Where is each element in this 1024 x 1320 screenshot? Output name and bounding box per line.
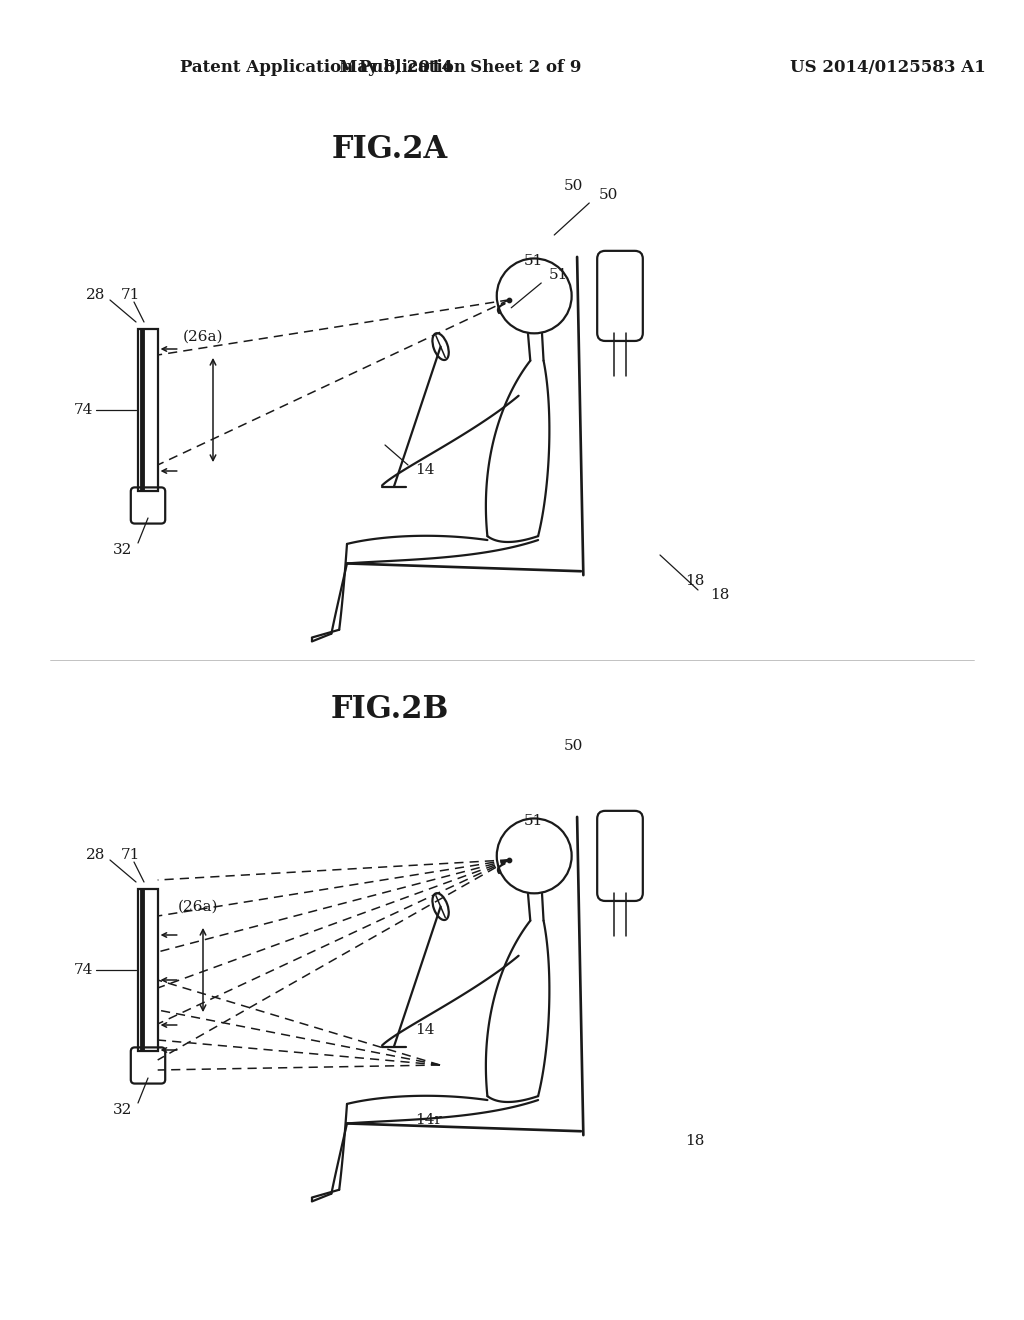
Text: 71: 71 xyxy=(120,847,139,862)
Text: 51: 51 xyxy=(524,814,544,828)
Text: 74: 74 xyxy=(74,403,93,417)
Text: 51: 51 xyxy=(524,253,544,268)
Text: 51: 51 xyxy=(549,268,568,282)
Text: 18: 18 xyxy=(710,587,729,602)
Text: 50: 50 xyxy=(599,187,618,202)
Text: 50: 50 xyxy=(564,180,584,193)
Text: 18: 18 xyxy=(685,1134,705,1148)
Text: 50: 50 xyxy=(564,739,584,752)
Text: 28: 28 xyxy=(86,847,105,862)
Text: 71: 71 xyxy=(120,288,139,302)
Text: (26a): (26a) xyxy=(178,900,218,913)
Text: 74: 74 xyxy=(74,964,93,977)
Text: 28: 28 xyxy=(86,288,105,302)
Text: May 8, 2014   Sheet 2 of 9: May 8, 2014 Sheet 2 of 9 xyxy=(339,59,582,77)
Text: 32: 32 xyxy=(114,543,133,557)
Text: US 2014/0125583 A1: US 2014/0125583 A1 xyxy=(790,59,986,77)
Text: 18: 18 xyxy=(685,574,705,587)
Text: 14r: 14r xyxy=(415,1113,442,1127)
Text: FIG.2A: FIG.2A xyxy=(332,135,449,165)
Bar xyxy=(138,329,158,491)
Text: 14: 14 xyxy=(415,463,434,477)
Text: FIG.2B: FIG.2B xyxy=(331,694,450,726)
Bar xyxy=(138,888,158,1052)
Text: 14: 14 xyxy=(415,1023,434,1038)
Text: (26a): (26a) xyxy=(183,330,223,345)
Text: Patent Application Publication: Patent Application Publication xyxy=(180,59,466,77)
Text: 32: 32 xyxy=(114,1104,133,1117)
